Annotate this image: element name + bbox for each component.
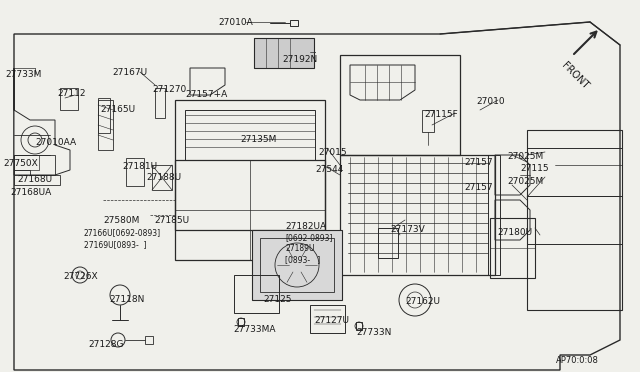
Text: 27181U: 27181U xyxy=(122,162,157,171)
Text: 27135M: 27135M xyxy=(240,135,276,144)
Text: 27544: 27544 xyxy=(315,165,344,174)
Text: 27169U[0893-  ]: 27169U[0893- ] xyxy=(84,240,147,249)
Text: 27025M: 27025M xyxy=(507,177,543,186)
Text: 271270: 271270 xyxy=(152,85,186,94)
Text: [0893-   ]: [0893- ] xyxy=(285,255,320,264)
Bar xyxy=(14,155,39,170)
Text: 27167U: 27167U xyxy=(112,68,147,77)
Text: 27112: 27112 xyxy=(57,89,86,98)
Text: 27750X: 27750X xyxy=(3,159,38,168)
Bar xyxy=(175,100,325,230)
Text: FRONT: FRONT xyxy=(560,60,591,91)
Bar xyxy=(175,160,325,260)
Text: 27168U: 27168U xyxy=(17,175,52,184)
Text: 27128G: 27128G xyxy=(88,340,124,349)
Text: 27165U: 27165U xyxy=(100,105,135,114)
Text: 27189U: 27189U xyxy=(285,244,314,253)
Text: 27192N: 27192N xyxy=(282,55,317,64)
Text: 27180U: 27180U xyxy=(497,228,532,237)
Bar xyxy=(490,218,535,278)
Polygon shape xyxy=(14,68,70,175)
Text: 27025M: 27025M xyxy=(507,152,543,161)
Bar xyxy=(310,305,345,333)
Text: 27010AA: 27010AA xyxy=(35,138,76,147)
Text: 27173V: 27173V xyxy=(390,225,425,234)
Bar xyxy=(98,98,110,133)
Bar xyxy=(340,55,460,155)
Text: 27182UA: 27182UA xyxy=(285,222,326,231)
Bar xyxy=(290,20,298,26)
Bar xyxy=(152,165,172,190)
Text: 27157: 27157 xyxy=(464,158,493,167)
Bar xyxy=(422,110,434,132)
Text: 27188U: 27188U xyxy=(146,173,181,182)
Text: 27168UA: 27168UA xyxy=(10,188,51,197)
Bar xyxy=(185,110,315,160)
Bar xyxy=(252,230,342,300)
Bar xyxy=(155,88,165,118)
Bar xyxy=(260,238,334,292)
Bar xyxy=(378,228,398,258)
Text: AP70:0:08: AP70:0:08 xyxy=(556,356,599,365)
Text: [0692-0893]: [0692-0893] xyxy=(285,233,333,242)
Bar xyxy=(254,38,314,68)
Text: 27157+A: 27157+A xyxy=(185,90,227,99)
Text: 27115F: 27115F xyxy=(424,110,458,119)
Bar xyxy=(60,88,78,110)
Bar xyxy=(356,322,362,330)
Text: 27157: 27157 xyxy=(464,183,493,192)
Text: 27015: 27015 xyxy=(318,148,347,157)
Bar xyxy=(527,148,622,196)
Text: 27733MA: 27733MA xyxy=(233,325,275,334)
Text: 27162U: 27162U xyxy=(405,297,440,306)
Text: 27127U: 27127U xyxy=(314,316,349,325)
Text: 27118N: 27118N xyxy=(109,295,145,304)
Bar xyxy=(234,275,279,313)
Bar xyxy=(238,318,244,326)
Bar xyxy=(98,100,113,150)
Text: 27010A: 27010A xyxy=(218,18,253,27)
Text: 27733N: 27733N xyxy=(356,328,392,337)
Bar xyxy=(527,130,622,310)
Text: 27185U: 27185U xyxy=(154,216,189,225)
Bar xyxy=(340,155,495,275)
Bar xyxy=(126,158,144,186)
Text: 27166U[0692-0893]: 27166U[0692-0893] xyxy=(84,228,161,237)
Text: 27580M: 27580M xyxy=(103,216,140,225)
Text: 27125: 27125 xyxy=(263,295,291,304)
Text: 27115: 27115 xyxy=(520,164,548,173)
Text: 27733M: 27733M xyxy=(5,70,42,79)
Text: 27726X: 27726X xyxy=(63,272,98,281)
Text: 27010: 27010 xyxy=(476,97,504,106)
Bar xyxy=(527,196,622,244)
Bar xyxy=(145,336,153,344)
Polygon shape xyxy=(14,22,620,370)
